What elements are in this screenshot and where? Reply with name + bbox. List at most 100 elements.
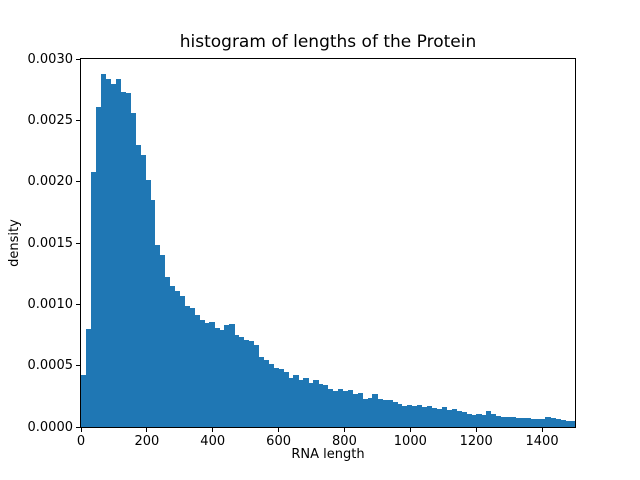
x-tick-mark <box>475 428 477 432</box>
y-tick-mark <box>76 58 80 60</box>
histogram-bar <box>461 411 467 427</box>
histogram-bar <box>550 418 556 427</box>
histogram-bar <box>145 180 151 427</box>
histogram-bar <box>347 390 354 427</box>
histogram-bar <box>140 154 146 427</box>
histogram-bar <box>194 315 200 427</box>
histogram-bar <box>120 92 126 427</box>
histogram-bar <box>224 325 230 427</box>
histogram-bar <box>392 402 398 427</box>
histogram-bar <box>184 305 191 427</box>
histogram-bar <box>323 385 329 427</box>
x-tick-mark <box>343 428 345 432</box>
plot-area <box>80 58 576 428</box>
histogram-bar <box>520 418 526 427</box>
histogram-bar <box>115 78 121 427</box>
histogram-bar <box>486 411 492 427</box>
histogram-bar <box>481 414 487 427</box>
y-tick-mark <box>76 181 80 183</box>
histogram-bar <box>105 78 112 427</box>
histogram-bar <box>495 415 502 427</box>
y-tick-label: 0.0000 <box>27 419 74 435</box>
histogram-bar <box>318 384 324 427</box>
histogram-bar <box>411 406 418 427</box>
x-tick-label: 0 <box>76 434 86 449</box>
histogram-bar <box>342 391 349 427</box>
histogram-bar <box>337 388 344 427</box>
histogram-bar <box>303 377 309 427</box>
histogram-bar <box>258 357 265 427</box>
histogram-bar <box>189 308 195 427</box>
y-tick-mark <box>76 426 80 428</box>
histogram-bar <box>382 400 388 427</box>
histogram-bar <box>199 320 205 427</box>
histogram-bar <box>510 417 517 427</box>
histogram-bar <box>446 409 452 427</box>
histogram-bar <box>570 421 575 427</box>
histogram-bar <box>288 377 294 427</box>
x-tick-label: 200 <box>134 434 160 449</box>
histogram-bar <box>476 413 482 427</box>
y-tick-label: 0.0015 <box>27 235 74 251</box>
histogram-bar <box>500 416 507 427</box>
histogram-bar <box>90 171 97 427</box>
histogram-bar <box>209 321 215 427</box>
y-tick-mark <box>76 303 80 305</box>
histogram-bar <box>219 330 225 427</box>
histogram-bar <box>239 337 245 427</box>
histogram-bar <box>174 290 181 427</box>
histogram-bar <box>565 420 571 427</box>
histogram-bar <box>179 295 186 427</box>
histogram-bar <box>530 418 536 427</box>
x-tick-mark <box>212 428 214 432</box>
histogram-bar <box>456 411 462 427</box>
histogram-bar <box>244 339 250 427</box>
histogram-bar <box>426 406 433 427</box>
histogram-bar <box>268 364 275 427</box>
histogram-bar <box>535 418 541 427</box>
histogram-bar <box>545 417 551 427</box>
histogram-bar <box>229 323 235 427</box>
x-tick-mark <box>80 428 82 432</box>
histogram-bar <box>298 380 304 427</box>
x-tick-label: 600 <box>266 434 291 449</box>
x-tick-label: 400 <box>200 434 226 449</box>
histogram-bar <box>81 375 87 427</box>
histogram-bar <box>214 327 220 427</box>
histogram-bar <box>110 83 116 427</box>
histogram-bar <box>308 382 314 427</box>
histogram-bar <box>278 369 284 427</box>
histogram-bar <box>253 344 260 427</box>
y-tick-mark <box>76 365 80 367</box>
histogram-bar <box>248 341 255 427</box>
histogram-bar <box>328 388 334 427</box>
x-tick-label: 1000 <box>393 434 427 449</box>
histogram-bar <box>441 407 447 427</box>
x-tick-label: 800 <box>332 434 357 449</box>
histogram-bar <box>135 144 141 427</box>
histogram-bar <box>204 322 210 427</box>
y-tick-label: 0.0020 <box>27 174 74 190</box>
histogram-bar <box>362 398 368 427</box>
histogram-bar <box>431 408 438 427</box>
histogram-bar <box>313 380 319 427</box>
y-tick-mark <box>76 242 80 244</box>
histogram-bar <box>263 359 270 427</box>
histogram-bar <box>357 392 363 427</box>
x-tick-mark <box>278 428 280 432</box>
x-axis-label: RNA length <box>291 447 365 462</box>
histogram-bar <box>377 398 383 427</box>
x-tick-mark <box>541 428 543 432</box>
histogram-bar <box>515 418 522 427</box>
histogram-bar <box>169 285 176 427</box>
x-tick-mark <box>409 428 411 432</box>
histogram-bar <box>387 400 393 427</box>
histogram-bar <box>367 397 373 427</box>
histogram-bar <box>85 328 92 427</box>
x-tick-label: 1200 <box>459 434 493 449</box>
histogram-bar <box>397 403 403 427</box>
y-tick-label: 0.0010 <box>27 296 74 312</box>
histogram-bar <box>416 404 423 427</box>
histogram-bar <box>372 393 378 427</box>
